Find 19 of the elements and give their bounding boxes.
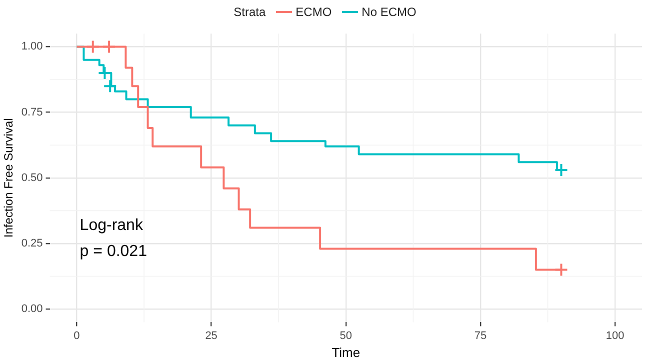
legend-title: Strata	[234, 5, 266, 19]
legend-label: ECMO	[296, 5, 332, 19]
x-tick-label: 100	[606, 330, 624, 342]
y-tick-label: 0.25	[21, 238, 43, 250]
point	[103, 79, 118, 94]
x-tick-label: 50	[340, 330, 352, 342]
x-tick-label: 75	[474, 330, 487, 342]
y-axis-title: Infection Free Survival	[2, 118, 16, 238]
y-tick-label: 0.50	[21, 172, 43, 184]
y-tick-label: 0.75	[21, 106, 43, 118]
x-tick-label: 0	[74, 330, 80, 342]
legend-label: No ECMO	[362, 5, 416, 19]
x-tick-label: 25	[205, 330, 218, 342]
annotation: p = 0.021	[80, 242, 148, 260]
x-axis-title: Time	[332, 344, 360, 360]
y-tick-label: 1.00	[21, 40, 43, 53]
point	[554, 163, 568, 178]
annotation: Log-rank	[80, 216, 144, 234]
y-tick-label: 0.00	[21, 303, 43, 316]
